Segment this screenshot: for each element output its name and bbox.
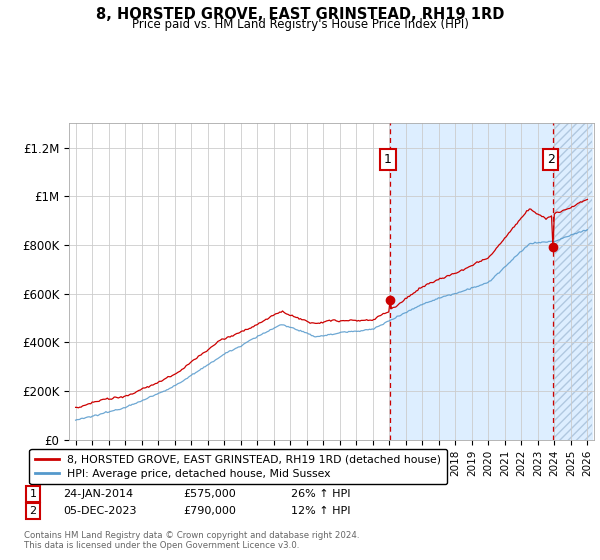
Bar xyxy=(553,123,592,440)
Text: 1: 1 xyxy=(384,153,392,166)
Legend: 8, HORSTED GROVE, EAST GRINSTEAD, RH19 1RD (detached house), HPI: Average price,: 8, HORSTED GROVE, EAST GRINSTEAD, RH19 1… xyxy=(29,449,447,484)
Text: 1: 1 xyxy=(29,489,37,499)
Text: 24-JAN-2014: 24-JAN-2014 xyxy=(63,489,133,499)
Text: 8, HORSTED GROVE, EAST GRINSTEAD, RH19 1RD: 8, HORSTED GROVE, EAST GRINSTEAD, RH19 1… xyxy=(96,7,504,22)
Text: £575,000: £575,000 xyxy=(183,489,236,499)
Text: Contains HM Land Registry data © Crown copyright and database right 2024.
This d: Contains HM Land Registry data © Crown c… xyxy=(24,531,359,550)
Text: 12% ↑ HPI: 12% ↑ HPI xyxy=(291,506,350,516)
Text: 2: 2 xyxy=(547,153,554,166)
Text: 05-DEC-2023: 05-DEC-2023 xyxy=(63,506,137,516)
Text: 26% ↑ HPI: 26% ↑ HPI xyxy=(291,489,350,499)
Bar xyxy=(391,123,553,440)
Text: 2: 2 xyxy=(29,506,37,516)
Bar xyxy=(553,123,592,440)
Text: £790,000: £790,000 xyxy=(183,506,236,516)
Text: Price paid vs. HM Land Registry's House Price Index (HPI): Price paid vs. HM Land Registry's House … xyxy=(131,18,469,31)
